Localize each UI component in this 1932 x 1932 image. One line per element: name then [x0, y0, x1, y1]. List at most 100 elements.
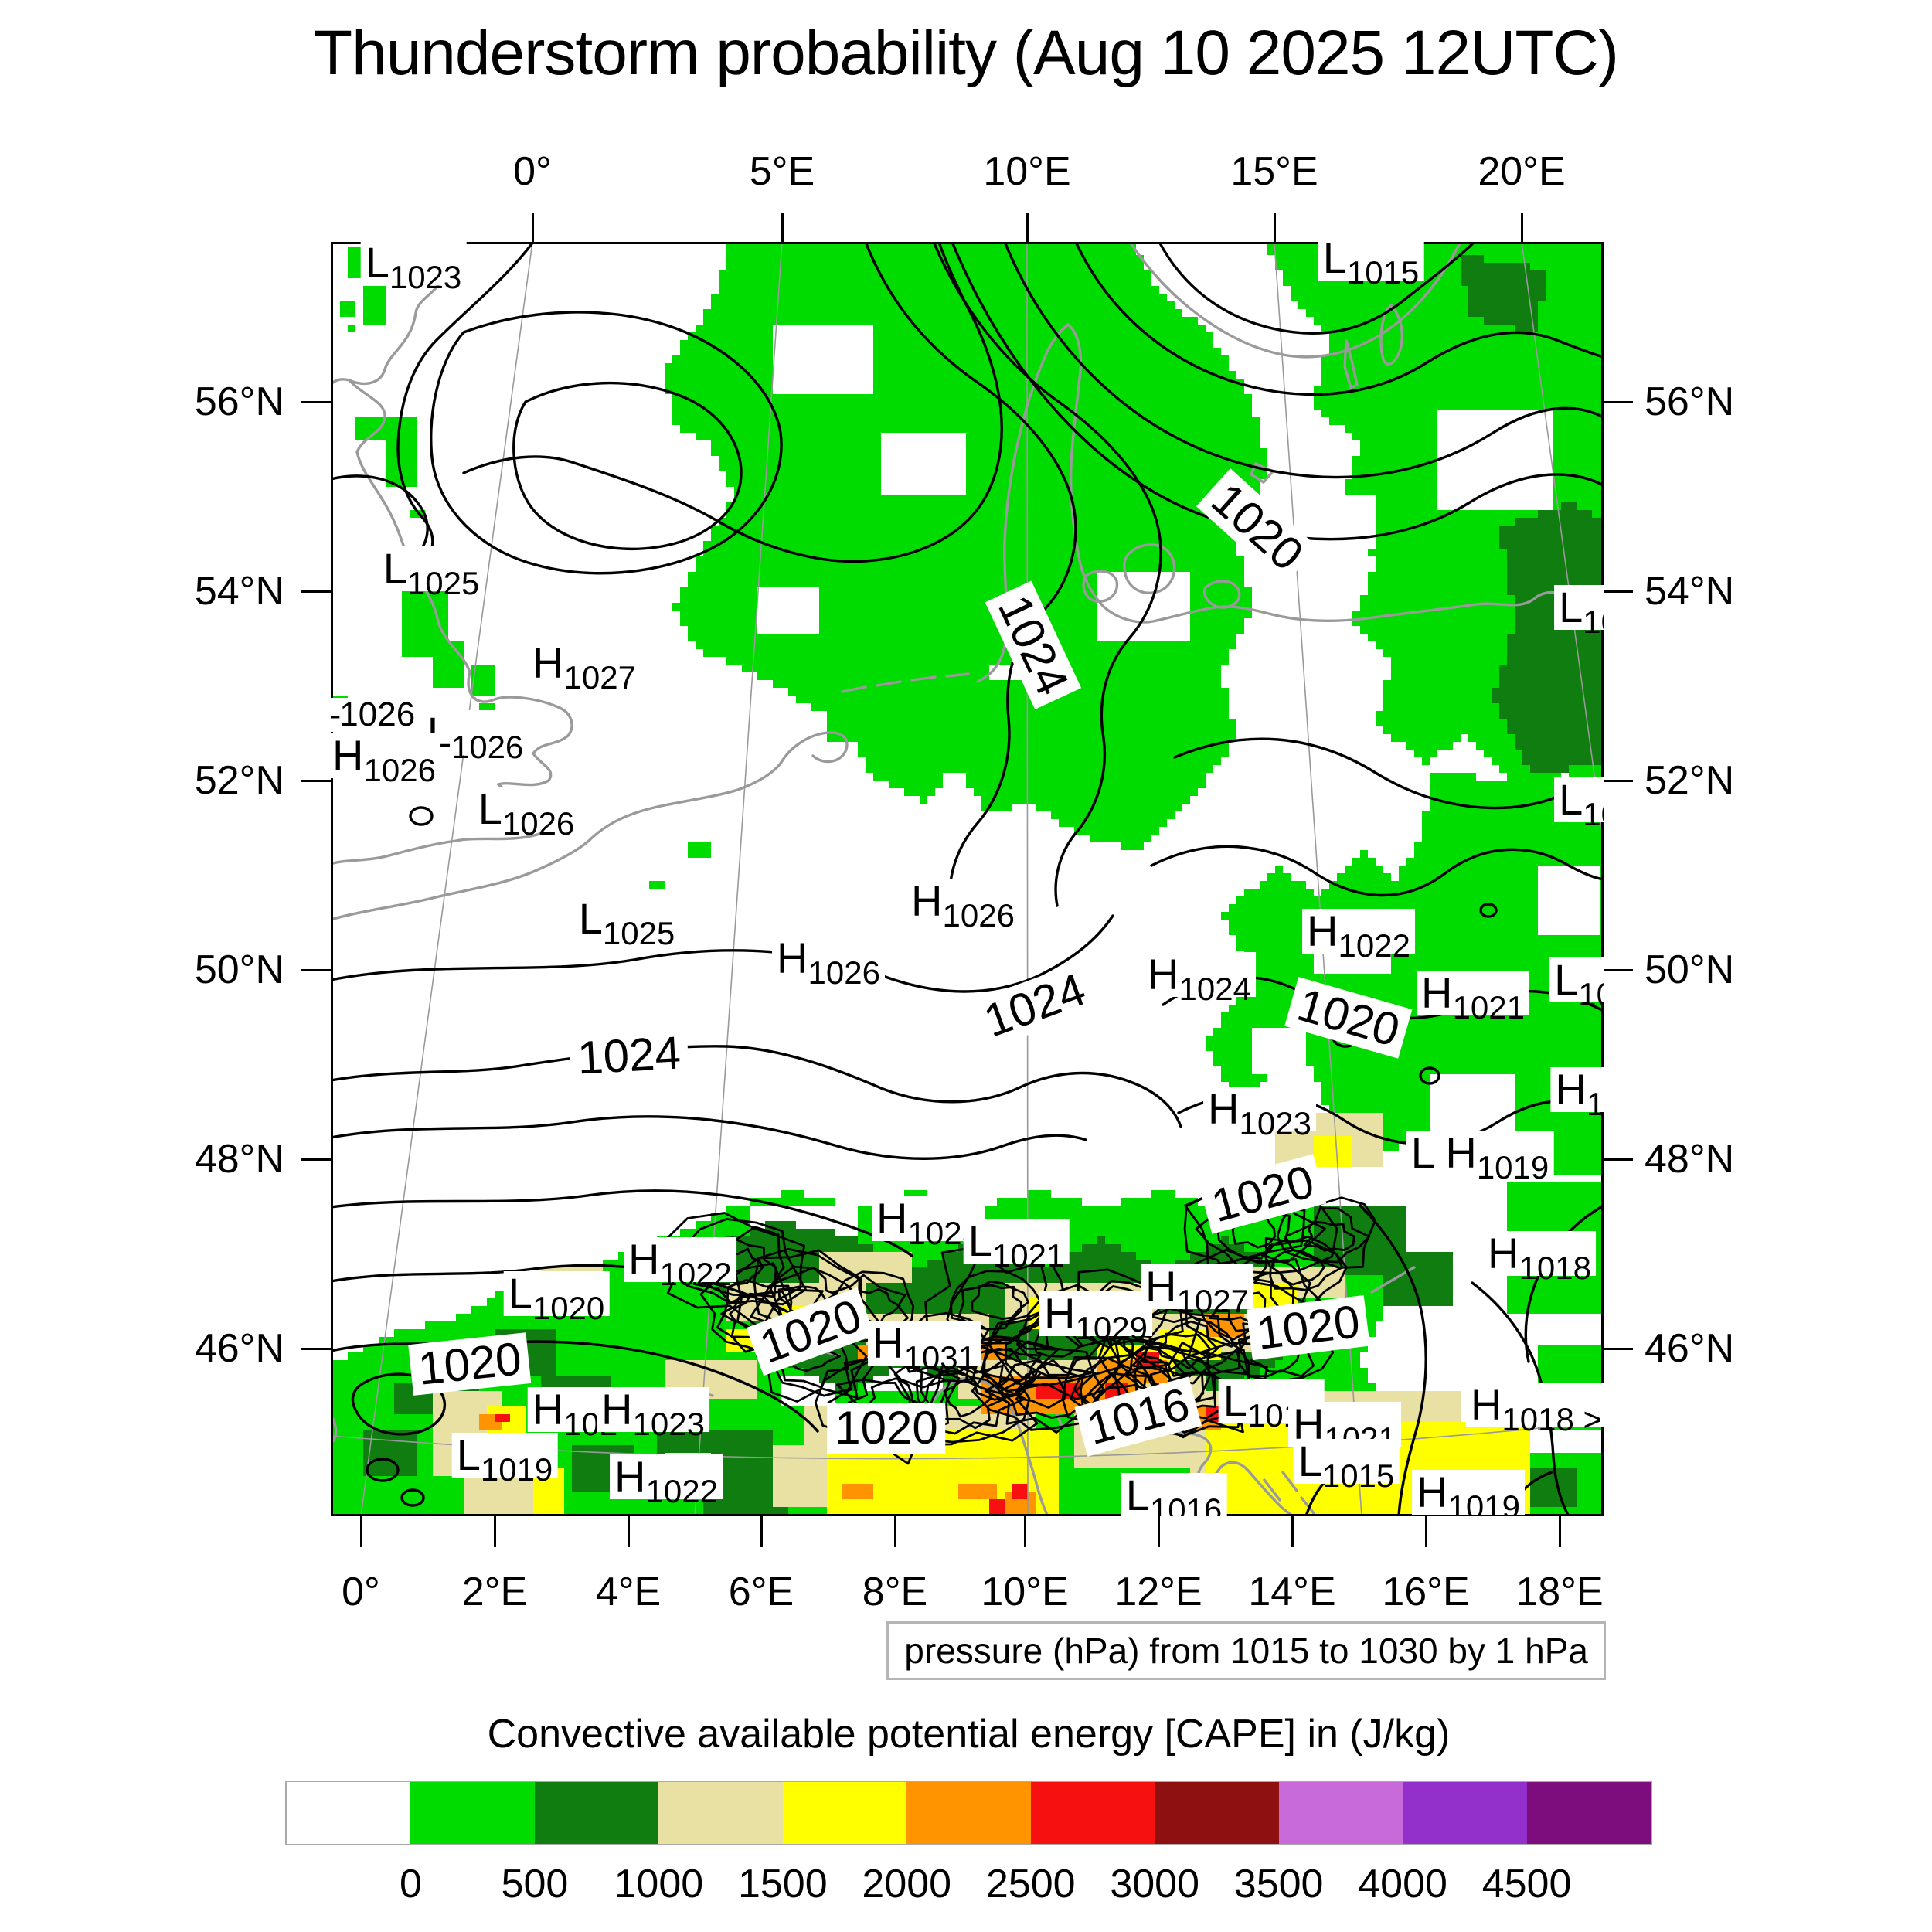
colorbar-cell-8 [1278, 1782, 1403, 1844]
cape-fill [1492, 502, 1604, 773]
isobar-contour [430, 311, 783, 575]
pressure-center-H1027: H1027 [528, 641, 641, 694]
alpine-isobar-ring [971, 1340, 1106, 1431]
coastline [779, 731, 849, 765]
axis-tick-bottom [494, 1516, 496, 1547]
colorbar-cell-2 [534, 1782, 659, 1844]
coastline [1082, 570, 1119, 603]
axis-tick-top [532, 213, 534, 242]
axis-tick-bottom [628, 1516, 630, 1547]
cape-fill [1314, 1136, 1352, 1167]
colorbar-tick-label-5: 2500 [985, 1862, 1076, 1906]
axis-tick-right [1604, 401, 1633, 403]
pressure-center-H10: H10 [1550, 1067, 1604, 1121]
axis-tick-left [301, 780, 331, 782]
cape-fill [649, 881, 665, 889]
coastline [976, 322, 1604, 683]
coastline [1343, 339, 1359, 390]
pressure-center-L1026: L1026 [473, 787, 580, 840]
pressure-center-H1026: H1026 [331, 733, 440, 787]
axis-tick-left [301, 401, 331, 403]
coastline [841, 672, 970, 693]
axis-tick-left [301, 1348, 331, 1350]
colorbar-cell-3 [658, 1782, 783, 1844]
colorbar-tick-label-3: 1500 [737, 1862, 828, 1906]
isobar-contour [864, 242, 1077, 913]
cape-fill [842, 1484, 873, 1499]
cape-fill [757, 587, 819, 634]
cape-fill [340, 301, 355, 317]
pressure-center-H1019: H1019 [1412, 1470, 1525, 1516]
colorbar-cell-6 [1030, 1782, 1155, 1844]
cape-fill [866, 688, 912, 726]
axis-label-top-3: 15°E [1230, 149, 1318, 194]
pressure-center-H1029: H1029 [1039, 1291, 1152, 1345]
isobar-contour [1150, 845, 1604, 897]
cape-fill [1012, 1484, 1028, 1499]
axis-tick-bottom [894, 1516, 896, 1547]
pressure-center-L10: L10 [1554, 777, 1604, 831]
coastline [331, 379, 573, 866]
map-plot-area: L1023L1015L1025H1027–1026L1026H1026L1026… [331, 242, 1604, 1516]
pressure-center-H1026: H1026 [906, 879, 1019, 932]
map-frame [331, 242, 1604, 1516]
colorbar-cell-9 [1403, 1782, 1527, 1844]
cape-fill [1252, 1028, 1306, 1074]
axis-label-top-1: 5°E [749, 149, 815, 194]
isobar-contour [932, 242, 1162, 907]
alpine-isobar-ring [964, 1348, 1042, 1397]
alpine-isobar-ring [946, 1250, 1050, 1345]
alpine-isobar-ring [1156, 1332, 1211, 1370]
cape-fill [363, 286, 386, 325]
cape-fill [1461, 255, 1546, 332]
axis-label-bottom-1: 2°E [461, 1570, 528, 1614]
cape-fill [471, 665, 495, 696]
meridian-gridline [360, 242, 533, 1516]
pressure-center-H1019: L H1019 [1406, 1131, 1554, 1184]
pressure-center-L10: L10 [1549, 957, 1604, 1011]
cape-fill [773, 1445, 835, 1507]
pressure-center-H1022: H1022 [1302, 909, 1415, 962]
pressure-center-L1025: L1025 [573, 896, 680, 950]
axis-label-bottom-5: 10°E [981, 1570, 1069, 1614]
colorbar-tick-label-6: 3000 [1110, 1862, 1200, 1906]
meridian-gridline [1521, 242, 1604, 847]
isobar-contour [331, 1264, 825, 1338]
cape-fill [1538, 866, 1600, 935]
pressure-caption: pressure (hPa) from 1015 to 1030 by 1 hP… [886, 1621, 1606, 1680]
cape-fill [402, 587, 448, 657]
axis-label-bottom-6: 12°E [1114, 1570, 1202, 1614]
axis-label-left-5: 46°N [194, 1326, 284, 1371]
axis-label-left-0: 56°N [194, 379, 284, 424]
contour-label-1026: –1026 [331, 698, 417, 732]
colorbar-cell-0 [287, 1782, 411, 1844]
cape-fill [989, 1499, 1005, 1515]
pressure-center-H1022: H1022 [610, 1454, 723, 1508]
axis-tick-right [1604, 969, 1633, 971]
alpine-isobar-ring [1276, 1196, 1376, 1269]
cape-fill [355, 417, 386, 440]
colorbar-tick-label-0: 0 [399, 1862, 422, 1906]
contour-label-1020: 1020 [827, 1403, 946, 1454]
axis-label-top-0: 0° [513, 149, 552, 194]
alpine-isobar-ring [981, 1348, 1033, 1389]
meridian-gridline [1026, 242, 1029, 1516]
coastline [331, 762, 782, 921]
pressure-center-L10: L10 [1554, 585, 1604, 638]
cape-fill [348, 325, 355, 332]
pressure-center-H1031: H1031 [868, 1321, 981, 1374]
isobar-contour [1359, 1204, 1427, 1516]
isobar-contour [331, 474, 429, 556]
axis-tick-left [301, 590, 331, 593]
pressure-center-H1027: H1027 [1141, 1264, 1253, 1318]
axis-tick-bottom [1559, 1516, 1561, 1547]
colorbar-cell-7 [1155, 1782, 1279, 1844]
coastline [1379, 303, 1404, 366]
isobar-contour [1003, 242, 1604, 479]
cape-fill [1383, 1252, 1453, 1306]
pressure-center-L1026: L1026 [422, 710, 529, 764]
cape-fill [533, 1468, 564, 1515]
axis-label-top-4: 20°E [1478, 149, 1566, 194]
alpine-isobar-ring [1284, 1206, 1371, 1264]
